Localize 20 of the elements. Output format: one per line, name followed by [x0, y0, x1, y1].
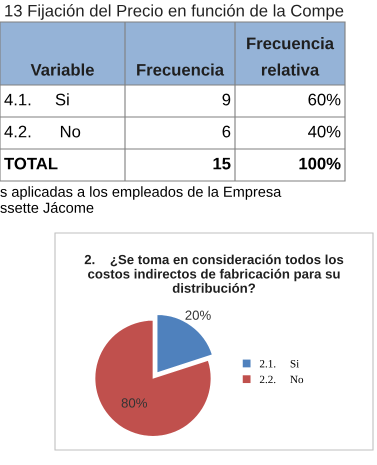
category-label: Frecuencia — [137, 63, 224, 76]
legend-label: 2.1. Si — [260, 360, 300, 368]
text: s aplicadas a los empleados de la Empresa — [0, 186, 282, 200]
text: 40% — [308, 126, 340, 138]
chart-title: 2. ¿Se toma en consideración todos los costos indirectos de fabricación para su distribución? — [84, 254, 344, 293]
data-label: 20% — [185, 310, 211, 320]
text: 60% — [308, 94, 340, 106]
text: 13 Fijación del Precio en función de la Compe — [5, 4, 344, 20]
data-label: 80% — [122, 398, 147, 408]
text: 15 — [214, 158, 231, 170]
text: 100% — [299, 158, 341, 170]
category-label: Frecuencia relativa — [247, 37, 334, 76]
legend-label: 2.2. No — [260, 376, 304, 384]
text: ssette Jácome — [0, 202, 94, 213]
text: 6 — [222, 126, 230, 138]
text: 9 — [222, 94, 230, 106]
category-label: Variable — [30, 63, 94, 76]
category-label: TOTAL — [4, 158, 58, 170]
category-label: 4.1. Si — [4, 93, 69, 106]
category-label: 4.2. No — [4, 126, 80, 138]
